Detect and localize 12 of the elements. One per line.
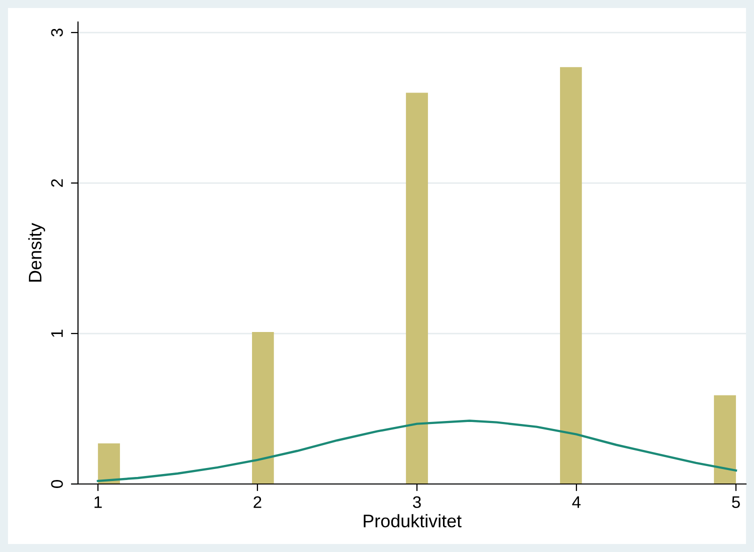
x-tick-label: 4 [572, 496, 581, 508]
x-tick-label: 1 [94, 496, 102, 508]
y-tick-label: 0 [51, 480, 63, 488]
x-tick-label: 2 [254, 496, 262, 508]
x-tick-label: 3 [412, 496, 421, 508]
x-axis-title: Produktivitet [364, 514, 462, 528]
line-series [96, 420, 738, 482]
x-tick-label: 5 [732, 496, 740, 508]
y-axis-title: Density [28, 222, 46, 282]
y-tick-label: 1 [51, 330, 63, 337]
y-tick-label: 2 [51, 179, 63, 187]
y-tick-label: 3 [51, 28, 63, 37]
